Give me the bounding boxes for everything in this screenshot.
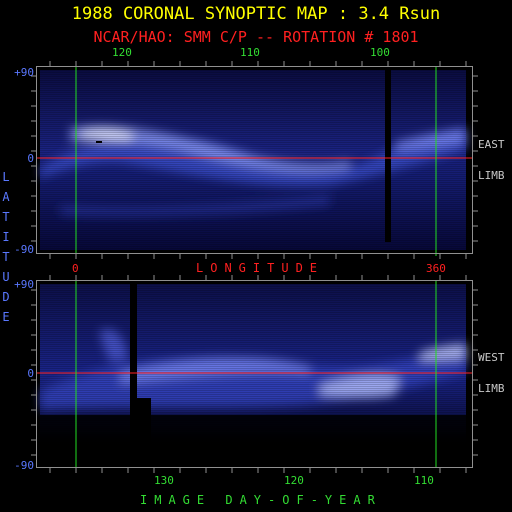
longitude-label-end: 360 — [426, 262, 446, 275]
bottom-panel-frame — [36, 280, 473, 468]
bottom-axis-label-130: 130 — [154, 474, 174, 487]
top-lat-label-plus90: +90 — [14, 66, 34, 79]
top-axis-label-100: 100 — [370, 46, 390, 59]
top-panel-image — [40, 70, 466, 250]
bottom-panel-image — [40, 284, 466, 465]
longitude-label-start: 0 — [72, 262, 79, 275]
top-panel-frame — [36, 66, 473, 254]
top-side-label-east: EAST — [478, 138, 505, 151]
bottom-panel-data-gap — [130, 284, 137, 465]
bottom-side-label-west: WEST — [478, 351, 505, 364]
bottom-lat-label-minus90: -90 — [14, 459, 34, 472]
top-panel-data-gap — [385, 70, 391, 242]
map-subtitle: NCAR/HAO: SMM C/P -- ROTATION # 1801 — [93, 28, 419, 46]
top-lat-label-0: 0 — [27, 152, 34, 165]
top-side-label-limb: LIMB — [478, 169, 505, 182]
bottom-lat-label-plus90: +90 — [14, 278, 34, 291]
bottom-side-label-limb: LIMB — [478, 382, 505, 395]
bottom-axis-title: IMAGE DAY-OF-YEAR — [140, 493, 382, 507]
longitude-axis-title: LONGITUDE — [196, 261, 325, 275]
top-axis-label-110: 110 — [240, 46, 260, 59]
top-axis-label-120: 120 — [112, 46, 132, 59]
map-title: 1988 CORONAL SYNOPTIC MAP : 3.4 Rsun — [71, 4, 441, 24]
bottom-lat-label-0: 0 — [27, 367, 34, 380]
bottom-axis-label-120: 120 — [284, 474, 304, 487]
bottom-axis-label-110: 110 — [414, 474, 434, 487]
top-lat-label-minus90: -90 — [14, 243, 34, 256]
